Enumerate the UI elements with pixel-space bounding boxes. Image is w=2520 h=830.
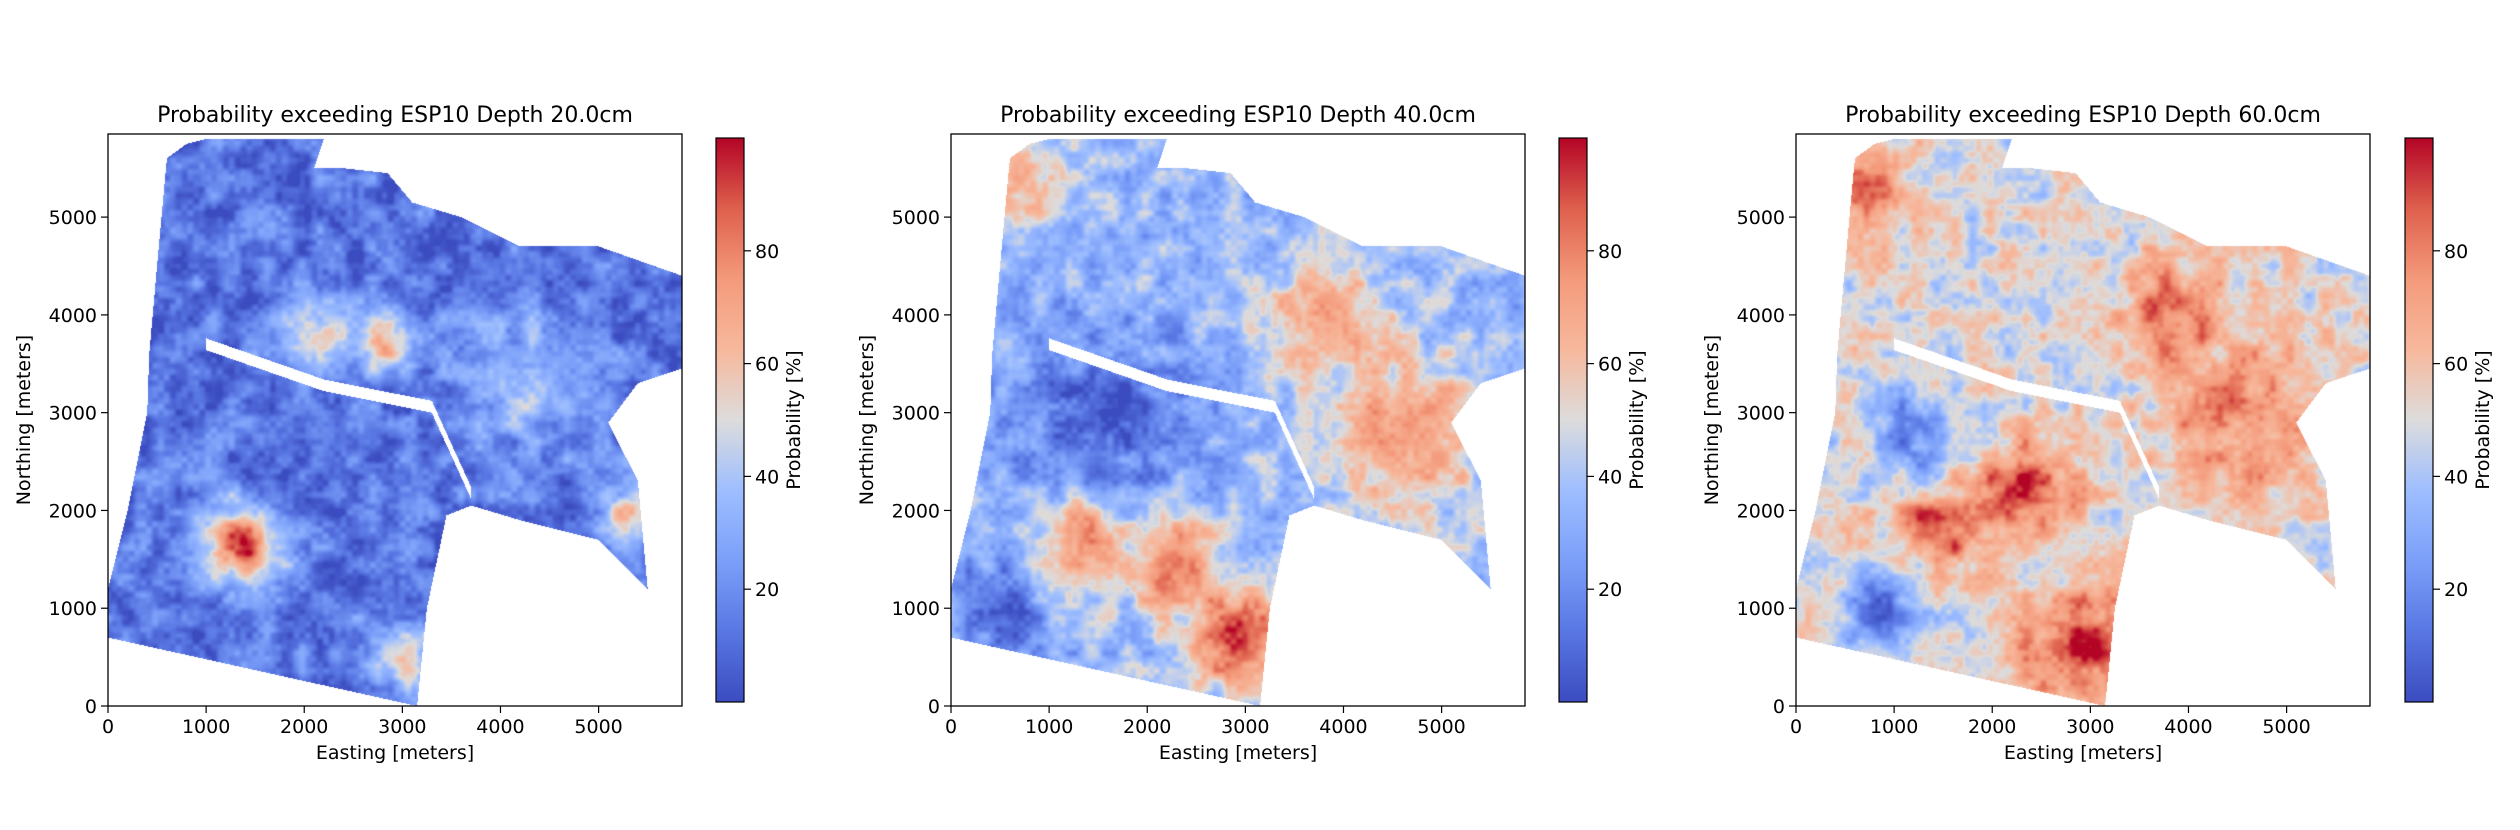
x-tick-label: 4000 <box>1319 716 1367 738</box>
x-tick-label: 0 <box>1790 716 1802 738</box>
y-axis-label: Northing [meters] <box>13 335 35 505</box>
panel-3: Probability exceeding ESP10 Depth 60.0cm… <box>1701 103 2494 764</box>
colorbar-tick-label: 20 <box>1598 579 1622 601</box>
colorbar-tick-label: 80 <box>2444 241 2468 263</box>
colorbar-tick-label: 60 <box>1598 354 1622 376</box>
colorbar <box>1558 137 1588 703</box>
x-tick-label: 3000 <box>378 716 426 738</box>
colorbar-tick-label: 40 <box>2444 466 2468 488</box>
x-tick-label: 5000 <box>2262 716 2310 738</box>
axes-frame <box>1795 133 2371 707</box>
x-tick-label: 3000 <box>2066 716 2114 738</box>
colorbar-tick-label: 40 <box>755 466 779 488</box>
panel-1: Probability exceeding ESP10 Depth 20.0cm… <box>13 103 805 764</box>
y-tick-label: 4000 <box>892 305 940 327</box>
axes-frame <box>950 133 1526 707</box>
colorbar <box>715 137 745 703</box>
y-tick-label: 5000 <box>892 207 940 229</box>
x-tick-label: 0 <box>945 716 957 738</box>
x-tick-label: 1000 <box>1870 716 1918 738</box>
x-tick-label: 1000 <box>182 716 230 738</box>
x-tick-label: 3000 <box>1221 716 1269 738</box>
y-tick-label: 3000 <box>49 403 97 425</box>
x-axis-label: Easting [meters] <box>1159 742 1317 764</box>
heatmap-raster <box>108 134 682 706</box>
colorbar-tick-label: 60 <box>2444 354 2468 376</box>
x-tick-label: 1000 <box>1025 716 1073 738</box>
colorbar-tick-label: 20 <box>2444 579 2468 601</box>
panel-2: Probability exceeding ESP10 Depth 40.0cm… <box>856 103 1648 764</box>
heatmap-raster <box>1796 134 2370 706</box>
colorbar-tick-label: 40 <box>1598 466 1622 488</box>
x-tick-label: 4000 <box>2164 716 2212 738</box>
y-tick-label: 1000 <box>1737 598 1785 620</box>
y-tick-label: 0 <box>85 696 97 718</box>
y-tick-label: 4000 <box>49 305 97 327</box>
y-tick-label: 5000 <box>49 207 97 229</box>
y-tick-label: 2000 <box>49 500 97 522</box>
chart-title: Probability exceeding ESP10 Depth 20.0cm <box>157 103 633 128</box>
x-axis-label: Easting [meters] <box>316 742 474 764</box>
y-tick-label: 3000 <box>892 403 940 425</box>
y-tick-label: 2000 <box>1737 500 1785 522</box>
y-tick-label: 2000 <box>892 500 940 522</box>
chart-title: Probability exceeding ESP10 Depth 40.0cm <box>1000 103 1476 128</box>
y-tick-label: 5000 <box>1737 207 1785 229</box>
y-tick-label: 3000 <box>1737 403 1785 425</box>
y-axis-label: Northing [meters] <box>856 335 878 505</box>
axes-frame <box>107 133 683 707</box>
y-tick-label: 1000 <box>892 598 940 620</box>
x-tick-label: 4000 <box>476 716 524 738</box>
x-axis-label: Easting [meters] <box>2004 742 2162 764</box>
x-tick-label: 2000 <box>280 716 328 738</box>
colorbar-tick-label: 80 <box>755 241 779 263</box>
chart-title: Probability exceeding ESP10 Depth 60.0cm <box>1845 103 2321 128</box>
colorbar-label: Probability [%] <box>2472 350 2494 489</box>
heatmap-raster <box>951 134 1525 706</box>
y-tick-label: 1000 <box>49 598 97 620</box>
colorbar-label: Probability [%] <box>1626 350 1648 489</box>
colorbar-label: Probability [%] <box>783 350 805 489</box>
y-axis-label: Northing [meters] <box>1701 335 1723 505</box>
x-tick-label: 0 <box>102 716 114 738</box>
x-tick-label: 2000 <box>1968 716 2016 738</box>
y-tick-label: 0 <box>1773 696 1785 718</box>
colorbar-tick-label: 20 <box>755 579 779 601</box>
y-tick-label: 4000 <box>1737 305 1785 327</box>
x-tick-label: 5000 <box>574 716 622 738</box>
x-tick-label: 5000 <box>1417 716 1465 738</box>
x-tick-label: 2000 <box>1123 716 1171 738</box>
y-tick-label: 0 <box>928 696 940 718</box>
colorbar <box>2404 137 2434 703</box>
colorbar-tick-label: 80 <box>1598 241 1622 263</box>
colorbar-tick-label: 60 <box>755 354 779 376</box>
